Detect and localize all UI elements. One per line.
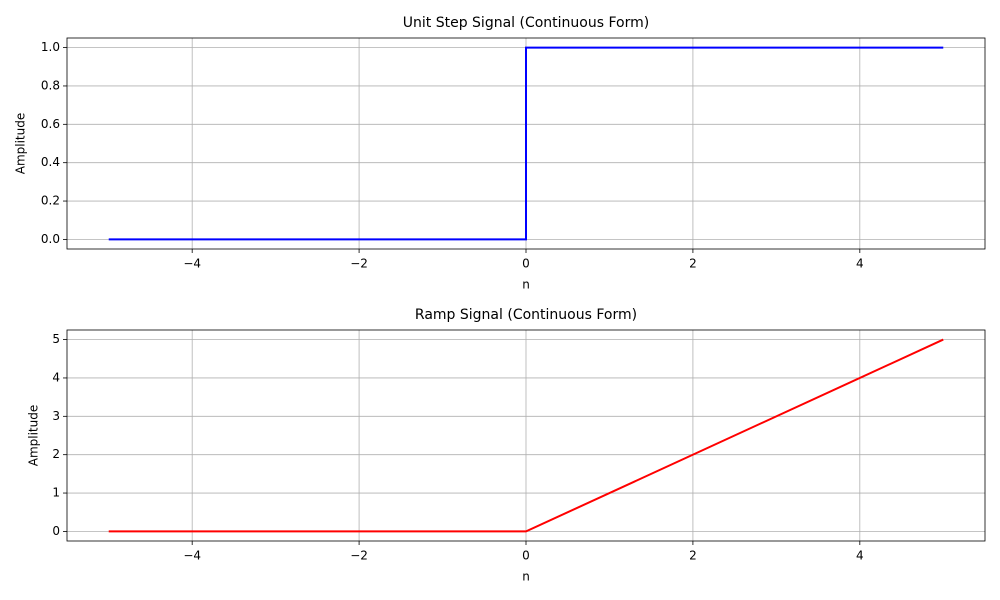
chart-title: Ramp Signal (Continuous Form) bbox=[415, 307, 637, 323]
y-tick-label: 0.2 bbox=[41, 194, 60, 208]
y-tick-label: 0.6 bbox=[41, 117, 60, 131]
x-tick-label: −2 bbox=[350, 549, 368, 563]
x-axis-label: n bbox=[522, 570, 530, 584]
x-tick-label: −4 bbox=[183, 257, 201, 271]
x-tick-label: 0 bbox=[522, 257, 530, 271]
y-axis-label: Amplitude bbox=[27, 405, 41, 467]
x-tick-label: 0 bbox=[522, 549, 530, 563]
chart-title: Unit Step Signal (Continuous Form) bbox=[403, 15, 649, 31]
x-tick-label: −4 bbox=[183, 549, 201, 563]
y-tick-label: 0 bbox=[52, 524, 60, 538]
axes-frame bbox=[66, 37, 986, 250]
y-tick-label: 2 bbox=[52, 447, 60, 461]
x-tick-label: −2 bbox=[350, 257, 368, 271]
y-tick-label: 0.4 bbox=[41, 155, 60, 169]
y-tick-label: 3 bbox=[52, 409, 60, 423]
signal-line bbox=[108, 338, 944, 533]
y-tick-label: 1.0 bbox=[41, 40, 60, 54]
signal-line bbox=[108, 46, 944, 241]
y-tick-label: 0.8 bbox=[41, 78, 60, 92]
x-tick-label: 2 bbox=[689, 549, 697, 563]
y-tick-label: 4 bbox=[52, 370, 60, 384]
x-tick-label: 4 bbox=[856, 257, 864, 271]
y-tick-label: 5 bbox=[52, 332, 60, 346]
y-axis-label: Amplitude bbox=[14, 113, 28, 175]
x-tick-label: 4 bbox=[856, 549, 864, 563]
x-axis-label: n bbox=[522, 278, 530, 292]
y-tick-label: 0.0 bbox=[41, 232, 60, 246]
x-tick-label: 2 bbox=[689, 257, 697, 271]
axes-frame bbox=[66, 329, 986, 542]
y-tick-label: 1 bbox=[52, 486, 60, 500]
